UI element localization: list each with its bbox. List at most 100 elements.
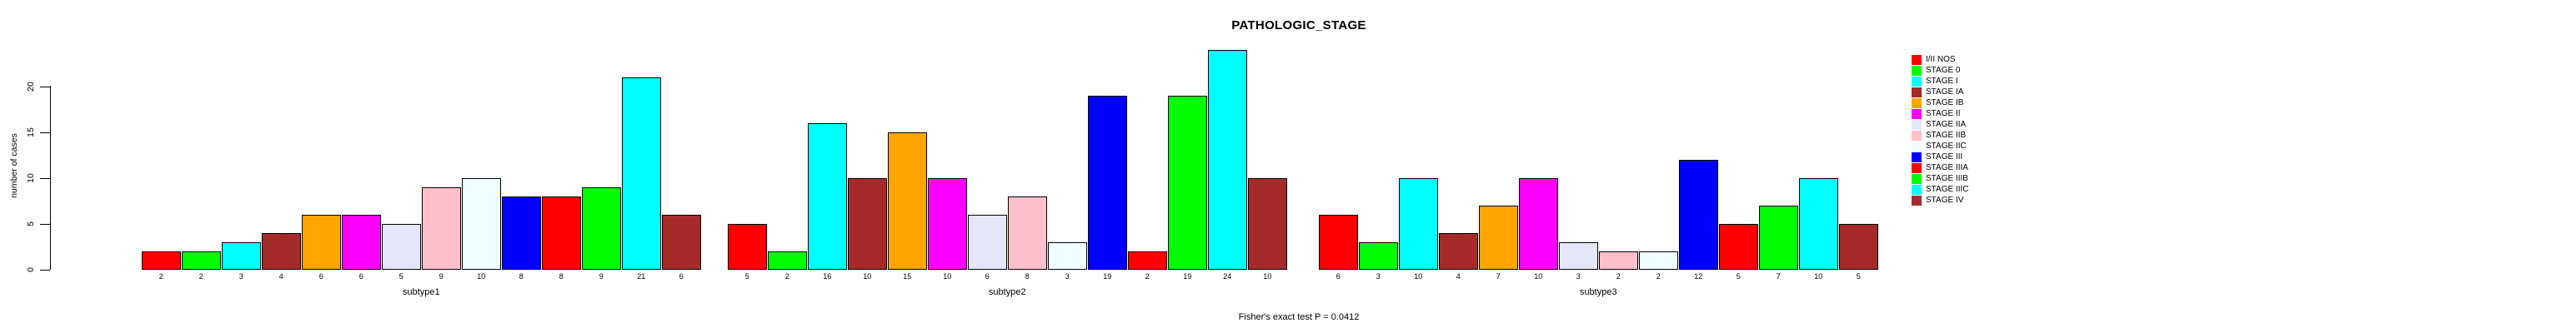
- bar-value-label: 3: [1376, 272, 1381, 281]
- bar-value-label: 10: [1263, 272, 1272, 281]
- bar-subtype2-stage-ia: [848, 178, 887, 270]
- bar-subtype1-stage-ib: [302, 215, 341, 270]
- bar-subtype1-stage-iic: [462, 178, 501, 270]
- legend-item-i-ii-nos: I/II NOS: [1912, 54, 1956, 65]
- bar-value-label: 19: [1183, 272, 1192, 281]
- bar-subtype1-stage-iiia: [542, 196, 581, 270]
- legend-item-stage-iii: STAGE III: [1912, 152, 1962, 162]
- bar-subtype1-stage-iia: [382, 224, 421, 270]
- bar-subtype1-i-ii-nos: [142, 251, 181, 270]
- bar-subtype3-stage-i: [1399, 178, 1438, 270]
- bar-value-label: 21: [637, 272, 646, 281]
- bar-subtype2-stage-iib: [1008, 196, 1047, 270]
- bar-subtype2-stage-iic: [1048, 242, 1087, 270]
- legend-swatch: [1912, 152, 1922, 162]
- bar-value-label: 2: [158, 272, 163, 281]
- bar-value-label: 4: [278, 272, 283, 281]
- legend-swatch: [1912, 173, 1922, 184]
- bar-subtype2-stage-ib: [888, 132, 927, 270]
- y-tick: [40, 178, 50, 179]
- bar-value-label: 7: [1496, 272, 1501, 281]
- legend-label: STAGE II: [1926, 108, 1961, 118]
- bar-subtype2-i-ii-nos: [728, 224, 767, 270]
- group-label-subtype3: subtype3: [1579, 287, 1617, 297]
- legend-swatch: [1912, 141, 1922, 152]
- y-axis-line: [50, 86, 51, 270]
- bar-subtype2-stage-ii: [928, 178, 967, 270]
- bar-subtype3-stage-iic: [1639, 251, 1678, 270]
- bar-value-label: 8: [1025, 272, 1030, 281]
- bar-value-label: 3: [1065, 272, 1070, 281]
- bar-subtype1-stage-iiib: [582, 187, 621, 270]
- bar-subtype3-stage-iiia: [1719, 224, 1758, 270]
- legend-swatch: [1912, 119, 1922, 130]
- bar-value-label: 5: [1856, 272, 1861, 281]
- legend-swatch: [1912, 65, 1922, 76]
- bar-value-label: 2: [1656, 272, 1661, 281]
- bar-value-label: 2: [1145, 272, 1150, 281]
- bar-value-label: 10: [1814, 272, 1823, 281]
- bar-subtype1-stage-iv: [662, 215, 701, 270]
- legend-item-stage-0: STAGE 0: [1912, 65, 1961, 76]
- bar-subtype1-stage-iib: [422, 187, 461, 270]
- bar-value-label: 2: [1616, 272, 1621, 281]
- legend-swatch: [1912, 184, 1922, 195]
- legend-label: STAGE IIIC: [1926, 184, 1969, 194]
- legend-item-stage-iia: STAGE IIA: [1912, 119, 1966, 130]
- bar-value-label: 10: [943, 272, 952, 281]
- legend-swatch: [1912, 87, 1922, 97]
- bar-subtype3-stage-iiib: [1759, 206, 1798, 270]
- bar-subtype2-stage-iiib: [1168, 96, 1207, 270]
- legend-label: STAGE IIIB: [1926, 173, 1968, 183]
- bar-value-label: 9: [439, 272, 444, 281]
- bar-subtype1-stage-i: [222, 242, 261, 270]
- legend-label: STAGE IIB: [1926, 130, 1967, 140]
- bar-subtype2-stage-i: [808, 123, 847, 270]
- bar-subtype1-stage-ia: [262, 233, 301, 270]
- bar-subtype3-stage-0: [1359, 242, 1398, 270]
- legend-label: STAGE IIA: [1926, 119, 1967, 129]
- bar-subtype3-stage-iib: [1599, 251, 1638, 270]
- bar-value-label: 2: [198, 272, 203, 281]
- bar-subtype3-stage-ib: [1479, 206, 1518, 270]
- bar-value-label: 6: [318, 272, 323, 281]
- bar-value-label: 8: [559, 272, 564, 281]
- bar-value-label: 5: [1736, 272, 1741, 281]
- bar-subtype2-stage-iiic: [1208, 50, 1247, 270]
- group-label-subtype1: subtype1: [402, 287, 440, 297]
- bar-subtype3-stage-ii: [1519, 178, 1558, 270]
- bar-value-label: 12: [1694, 272, 1703, 281]
- bar-value-label: 10: [863, 272, 872, 281]
- bar-value-label: 10: [1534, 272, 1543, 281]
- bar-value-label: 24: [1223, 272, 1232, 281]
- y-tick: [40, 132, 50, 133]
- stat-annotation: Fisher's exact test P = 0.0412: [1238, 312, 1360, 322]
- bar-subtype1-stage-iiic: [622, 77, 661, 270]
- bar-value-label: 16: [823, 272, 832, 281]
- legend-swatch: [1912, 97, 1922, 108]
- bar-value-label: 6: [679, 272, 684, 281]
- legend-label: I/II NOS: [1926, 54, 1956, 64]
- bar-value-label: 3: [1576, 272, 1581, 281]
- bar-subtype2-stage-iiia: [1128, 251, 1167, 270]
- bar-subtype2-stage-iv: [1248, 178, 1287, 270]
- bar-value-label: 7: [1776, 272, 1781, 281]
- legend-item-stage-i: STAGE I: [1912, 76, 1958, 87]
- bar-subtype2-stage-0: [768, 251, 807, 270]
- legend-item-stage-ii: STAGE II: [1912, 108, 1961, 119]
- bar-value-label: 3: [238, 272, 243, 281]
- bar-value-label: 2: [784, 272, 789, 281]
- bar-subtype1-stage-ii: [342, 215, 381, 270]
- legend-item-stage-iiia: STAGE IIIA: [1912, 162, 1968, 173]
- bar-subtype3-stage-iv: [1839, 224, 1878, 270]
- legend-swatch: [1912, 54, 1922, 65]
- bar-value-label: 15: [903, 272, 912, 281]
- y-tick-label: 20: [26, 82, 36, 92]
- legend-item-stage-iiib: STAGE IIIB: [1912, 173, 1968, 184]
- legend-label: STAGE I: [1926, 76, 1958, 86]
- bar-value-label: 8: [519, 272, 524, 281]
- y-tick: [40, 224, 50, 225]
- y-tick-label: 15: [26, 127, 36, 137]
- bar-value-label: 5: [398, 272, 403, 281]
